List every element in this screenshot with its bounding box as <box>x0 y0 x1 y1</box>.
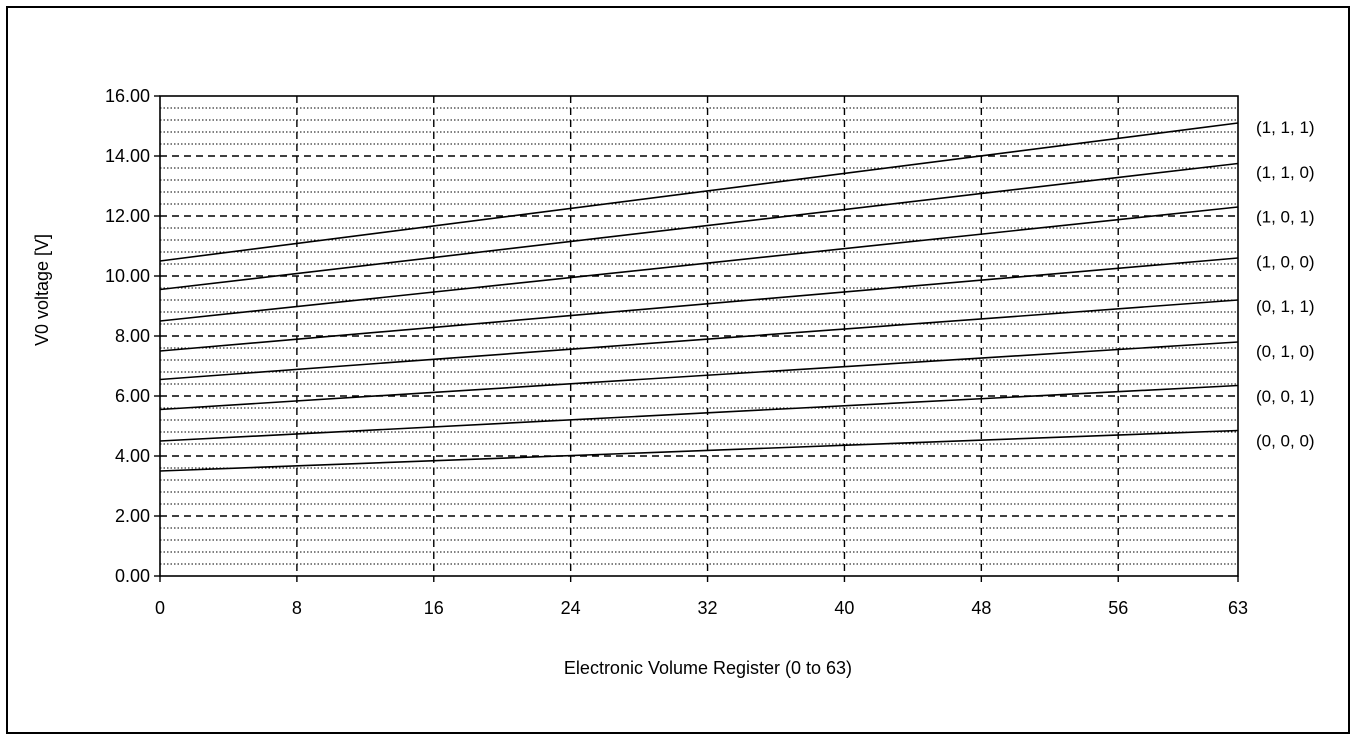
x-tick-label: 32 <box>698 598 718 618</box>
series-line <box>159 384 1239 442</box>
series-line <box>159 429 1239 472</box>
labels: 0.00 2.00 4.00 6.00 8.00 10.00 12.00 14.00 16.00… <box>105 86 1315 618</box>
x-tick-label: 63 <box>1228 598 1248 618</box>
x-tick-label: 0 <box>155 598 165 618</box>
series-line <box>159 299 1239 381</box>
x-tick-label: 16 <box>424 598 444 618</box>
x-tick-label: 56 <box>1108 598 1128 618</box>
y-tick-label: 0.00 <box>115 566 150 586</box>
y-tick-label: 10.00 <box>105 266 150 286</box>
series-line <box>159 122 1239 262</box>
series-lines <box>159 122 1239 472</box>
y-tick-label: 2.00 <box>115 506 150 526</box>
series-label: (1, 0, 0) <box>1256 252 1315 271</box>
x-tick-label: 40 <box>834 598 854 618</box>
x-tick-label: 8 <box>292 598 302 618</box>
series-label: (0, 1, 1) <box>1256 297 1315 316</box>
y-tick-label: 16.00 <box>105 86 150 106</box>
voltage-chart: 0.00 2.00 4.00 6.00 8.00 10.00 12.00 14.00 16.00… <box>32 86 1315 678</box>
y-tick-label: 14.00 <box>105 146 150 166</box>
y-tick-label: 8.00 <box>115 326 150 346</box>
series-line <box>159 341 1239 411</box>
series-line <box>159 162 1239 291</box>
grid <box>160 96 1238 576</box>
y-tick-label: 12.00 <box>105 206 150 226</box>
series-label: (1, 1, 1) <box>1256 118 1315 137</box>
series-label: (0, 0, 1) <box>1256 387 1315 406</box>
y-axis-label: V0 voltage [V] <box>32 234 52 346</box>
chart-frame: 0.00 2.00 4.00 6.00 8.00 10.00 12.00 14.00 16.00… <box>6 6 1350 734</box>
x-tick-label: 48 <box>971 598 991 618</box>
series-label: (0, 1, 0) <box>1256 342 1315 361</box>
y-tick-label: 4.00 <box>115 446 150 466</box>
series-label: (1, 0, 1) <box>1256 208 1315 227</box>
x-axis-label: Electronic Volume Register (0 to 63) <box>564 658 852 678</box>
axes <box>154 95 1239 582</box>
y-tick-label: 6.00 <box>115 386 150 406</box>
series-line <box>159 257 1239 352</box>
series-label: (1, 1, 0) <box>1256 163 1315 182</box>
series-line <box>159 206 1239 322</box>
series-label: (0, 0, 0) <box>1256 432 1315 451</box>
x-tick-label: 24 <box>561 598 581 618</box>
